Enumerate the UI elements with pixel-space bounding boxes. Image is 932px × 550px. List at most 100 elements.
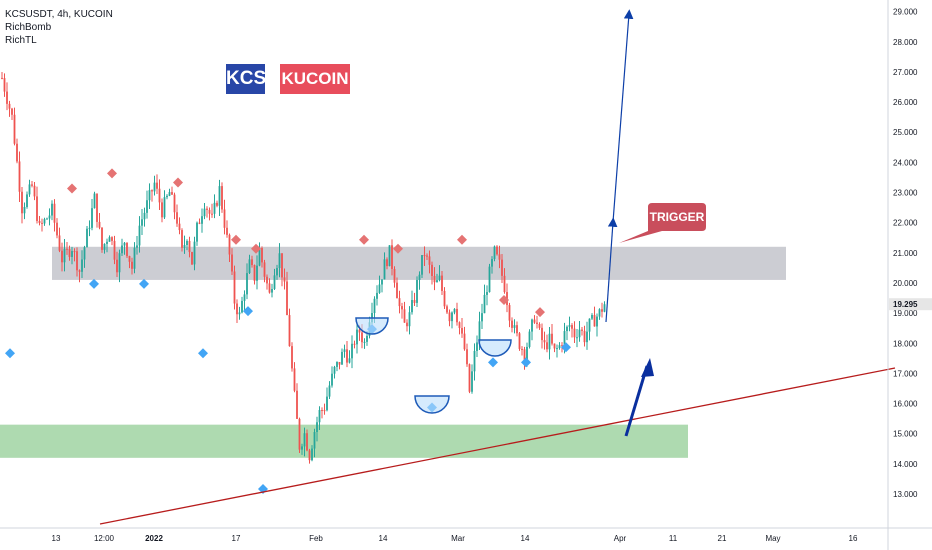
candle-body xyxy=(586,331,588,343)
candle-body xyxy=(533,319,536,323)
projection-leg-2[interactable] xyxy=(612,9,634,223)
candle-body xyxy=(313,432,316,449)
top-marker xyxy=(393,243,403,254)
candle-body xyxy=(293,368,296,391)
candle-body xyxy=(571,325,573,329)
candle-body xyxy=(136,245,138,248)
candle-body xyxy=(403,309,406,323)
top-marker xyxy=(231,234,241,245)
candle-body xyxy=(386,259,388,267)
projection-leg-1[interactable] xyxy=(605,217,618,323)
candle-body xyxy=(428,256,431,265)
candle-body xyxy=(346,349,348,363)
candle-body xyxy=(33,185,36,197)
candle-body xyxy=(206,208,208,210)
candle-body xyxy=(6,91,8,104)
candle-body xyxy=(3,78,6,92)
candle-body xyxy=(48,215,51,219)
candle-body xyxy=(391,245,393,269)
candle-body xyxy=(463,333,466,350)
candle-body xyxy=(186,240,188,246)
candle-body xyxy=(531,319,533,332)
candle-body xyxy=(281,253,283,278)
candle-body xyxy=(581,329,583,331)
candle-body xyxy=(211,213,213,215)
candle-body xyxy=(181,230,183,248)
candle-body xyxy=(568,325,571,327)
candle-body xyxy=(516,325,518,334)
y-tick-label: 20.000 xyxy=(893,279,918,288)
candle-body xyxy=(356,329,358,345)
candle-body xyxy=(146,200,148,213)
candle-body xyxy=(343,349,346,352)
candle-body xyxy=(176,212,178,224)
candle-body xyxy=(128,256,131,262)
y-tick-label: 28.000 xyxy=(893,38,918,47)
candle-body xyxy=(171,192,173,195)
candle-body xyxy=(103,243,106,250)
candle-body xyxy=(166,195,168,198)
candle-body xyxy=(476,342,478,351)
candle-body xyxy=(226,227,228,235)
candle-body xyxy=(73,251,76,253)
candle-body xyxy=(268,283,271,293)
candle-body xyxy=(96,193,98,222)
x-tick-label: 13 xyxy=(52,534,61,543)
candle-body xyxy=(108,237,111,242)
candle-body xyxy=(8,103,11,109)
candle-body xyxy=(411,300,413,313)
y-tick-label: 21.000 xyxy=(893,249,918,258)
bottom-marker xyxy=(488,357,498,368)
candle-body xyxy=(583,330,586,343)
candle-body xyxy=(121,245,123,254)
candle-body xyxy=(591,314,593,319)
indicator-richtl[interactable]: RichTL xyxy=(5,35,37,46)
bottom-marker xyxy=(89,278,99,289)
candle-body xyxy=(13,114,16,144)
candle-body xyxy=(218,186,221,206)
candle-body xyxy=(523,349,526,360)
symbol-line: KCSUSDT, 4h, KUCOIN xyxy=(5,9,113,20)
y-tick-label: 14.000 xyxy=(893,460,918,469)
candle-body xyxy=(501,259,503,276)
trigger-callout[interactable] xyxy=(619,203,706,243)
kcs-logo: KCS xyxy=(226,64,266,94)
candle-body xyxy=(256,265,258,281)
candle-body xyxy=(603,304,606,312)
candle-body xyxy=(383,259,386,280)
current-price-tag xyxy=(889,298,932,311)
candle-body xyxy=(361,332,363,343)
candle-body xyxy=(436,280,438,283)
bounce-arrow-shaft[interactable] xyxy=(624,365,649,437)
candle-body xyxy=(478,321,481,343)
ascending-trendline[interactable] xyxy=(99,367,896,525)
candle-body xyxy=(443,290,446,307)
indicator-richbomb[interactable]: RichBomb xyxy=(5,22,52,33)
candle-body xyxy=(358,329,361,333)
candle-body xyxy=(316,422,318,433)
candle-body xyxy=(31,184,33,186)
candle-body xyxy=(393,268,396,283)
candle-body xyxy=(453,308,456,313)
candle-body xyxy=(291,346,293,369)
candle-body xyxy=(318,410,321,423)
candle-body xyxy=(521,348,523,350)
candle-body xyxy=(153,182,156,192)
candle-body xyxy=(353,343,356,345)
rounded-bottom-pattern xyxy=(414,395,450,414)
rounded-bottom-pattern xyxy=(355,317,389,335)
y-tick-label: 19.000 xyxy=(893,309,918,318)
candle-body xyxy=(213,202,216,214)
candle-body xyxy=(556,348,558,350)
candle-body xyxy=(26,194,28,207)
y-tick-label: 25.000 xyxy=(893,128,918,137)
candle-body xyxy=(548,333,551,350)
candle-body xyxy=(208,209,211,214)
bottom-marker xyxy=(139,278,149,289)
candle-body xyxy=(36,196,38,221)
candle-body xyxy=(558,345,561,349)
candle-body xyxy=(493,246,496,260)
x-tick-label: Feb xyxy=(309,534,323,543)
candle-body xyxy=(148,190,151,201)
